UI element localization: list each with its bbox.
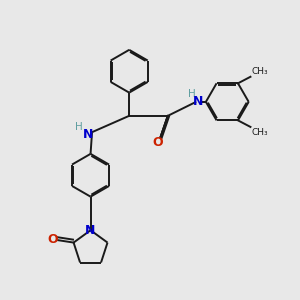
Text: H: H [188,89,196,99]
Text: N: N [85,224,96,237]
Text: CH₃: CH₃ [252,67,268,76]
Text: N: N [193,95,203,108]
Text: N: N [82,128,93,141]
Text: O: O [47,232,58,245]
Text: O: O [153,136,163,149]
Text: H: H [75,122,83,132]
Text: CH₃: CH₃ [252,128,268,136]
